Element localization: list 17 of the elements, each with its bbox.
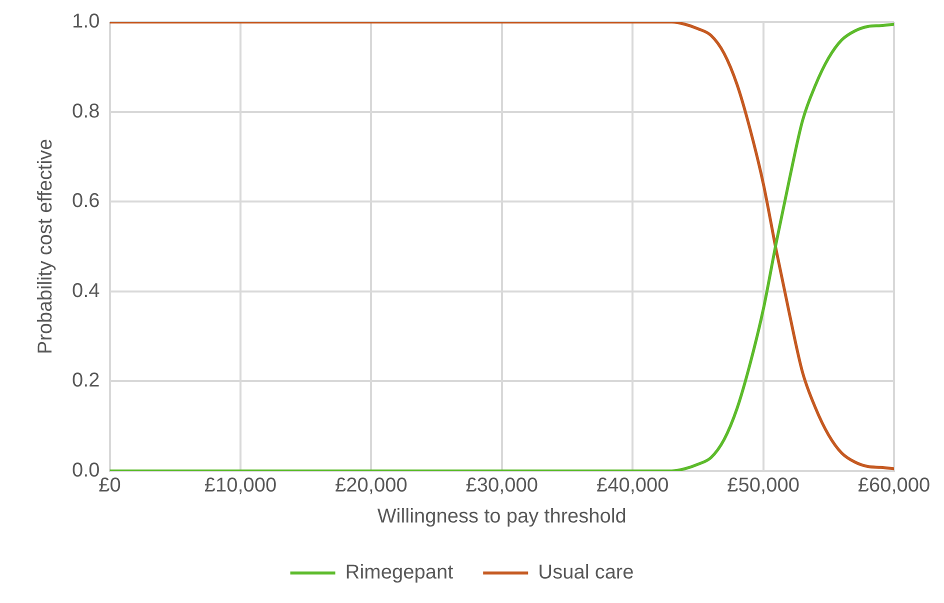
- y-tick-label: 0.8: [72, 100, 100, 122]
- y-axis-title: Probability cost effective: [34, 138, 57, 354]
- x-tick-label: £10,000: [204, 474, 277, 497]
- y-tick-label: 1.0: [72, 10, 100, 33]
- x-tick-label: £40,000: [596, 474, 669, 497]
- x-tick-label: £20,000: [335, 474, 408, 497]
- legend-label: Rimegepant: [345, 562, 454, 584]
- legend-label: Usual care: [538, 562, 634, 584]
- x-tick-label: £50,000: [727, 474, 800, 497]
- x-tick-label: £30,000: [466, 474, 538, 497]
- y-tick-label: 0.4: [72, 280, 100, 302]
- x-tick-label: £60,000: [858, 474, 930, 497]
- y-tick-label: 0.6: [72, 190, 100, 212]
- x-axis-title: Willingness to pay threshold: [377, 506, 626, 528]
- x-tick-label: £0: [98, 474, 121, 497]
- y-tick-label: 0.0: [72, 460, 100, 482]
- y-tick-label: 0.2: [72, 370, 100, 392]
